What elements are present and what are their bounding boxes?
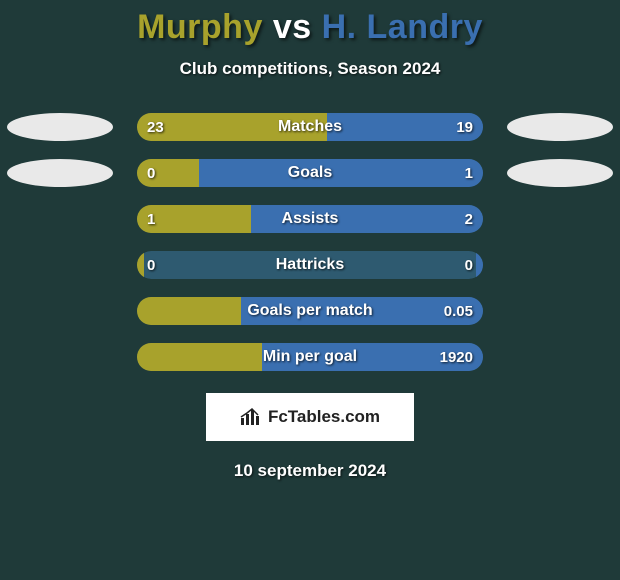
- brand-text: FcTables.com: [268, 407, 380, 427]
- avatar-placeholder: [507, 159, 613, 187]
- avatar-placeholder: [507, 113, 613, 141]
- stat-fill-left: [137, 159, 199, 187]
- avatar-placeholder: [7, 113, 113, 141]
- stat-track: [137, 251, 483, 279]
- stat-fill-right: [327, 113, 483, 141]
- title-player1: Murphy: [137, 8, 263, 46]
- stat-fill-right: [241, 297, 483, 325]
- bar-chart-icon: [240, 408, 262, 426]
- stat-fill-left: [137, 251, 144, 279]
- stat-row: 12Assists: [137, 205, 483, 233]
- stat-fill-right: [262, 343, 483, 371]
- brand-box: FcTables.com: [206, 393, 414, 441]
- date-text: 10 september 2024: [0, 461, 620, 481]
- stat-fill-right: [251, 205, 483, 233]
- stat-fill-left: [137, 343, 262, 371]
- stat-row: 0.05Goals per match: [137, 297, 483, 325]
- subtitle: Club competitions, Season 2024: [0, 59, 620, 79]
- stat-fill-left: [137, 297, 241, 325]
- stat-fill-right: [476, 251, 483, 279]
- stat-row: 00Hattricks: [137, 251, 483, 279]
- comparison-infographic: Murphy vs H. Landry Club competitions, S…: [0, 0, 620, 580]
- stats-list: 2319Matches 01Goals 12Assists 00Hattricks 0.…: [137, 113, 483, 371]
- stat-row: 2319Matches: [137, 113, 483, 141]
- stat-row: 01Goals: [137, 159, 483, 187]
- content-area: 2319Matches 01Goals 12Assists 00Hattricks 0.…: [0, 113, 620, 371]
- stat-fill-right: [199, 159, 483, 187]
- avatar-placeholder: [7, 159, 113, 187]
- title-vs: vs: [273, 8, 312, 46]
- stat-fill-left: [137, 113, 327, 141]
- stat-row: 1920Min per goal: [137, 343, 483, 371]
- stat-fill-left: [137, 205, 251, 233]
- page-title: Murphy vs H. Landry: [0, 0, 620, 47]
- title-player2: H. Landry: [322, 8, 483, 46]
